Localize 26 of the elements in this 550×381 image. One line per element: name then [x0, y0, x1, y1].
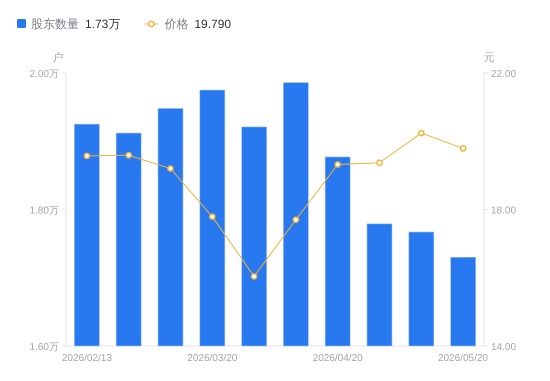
y2-tick-label: 14.00 — [491, 342, 516, 353]
y2-tick-label: 22.00 — [491, 69, 516, 80]
point — [167, 165, 174, 172]
y-tick-label: 1.60万 — [30, 342, 59, 353]
point — [418, 130, 425, 136]
x-tick-label: 2026/05/20 — [438, 353, 488, 364]
text: 19.790 — [194, 17, 232, 31]
y-axis-title: 户 — [52, 51, 64, 64]
legend-label: 股东数量 — [31, 17, 79, 31]
y2-axis-title: 元 — [484, 52, 494, 64]
point — [84, 152, 90, 160]
point — [250, 273, 258, 280]
point — [208, 213, 216, 220]
y-tick-label: 1.80万 — [30, 206, 59, 216]
text: 1.73万 — [85, 17, 120, 31]
point — [460, 145, 466, 152]
y-tick-label: 2.00万 — [30, 69, 59, 80]
x-tick-label: 2026/04/20 — [312, 353, 364, 364]
point — [376, 159, 383, 166]
legend-label: 价格 — [163, 17, 188, 31]
y2-tick-label: 18.00 — [491, 206, 516, 216]
x-tick-label: 2026/02/13 — [62, 353, 112, 364]
point — [292, 216, 300, 224]
point — [334, 161, 342, 168]
point — [125, 152, 132, 159]
x-tick-label: 2026/03/20 — [187, 353, 238, 364]
